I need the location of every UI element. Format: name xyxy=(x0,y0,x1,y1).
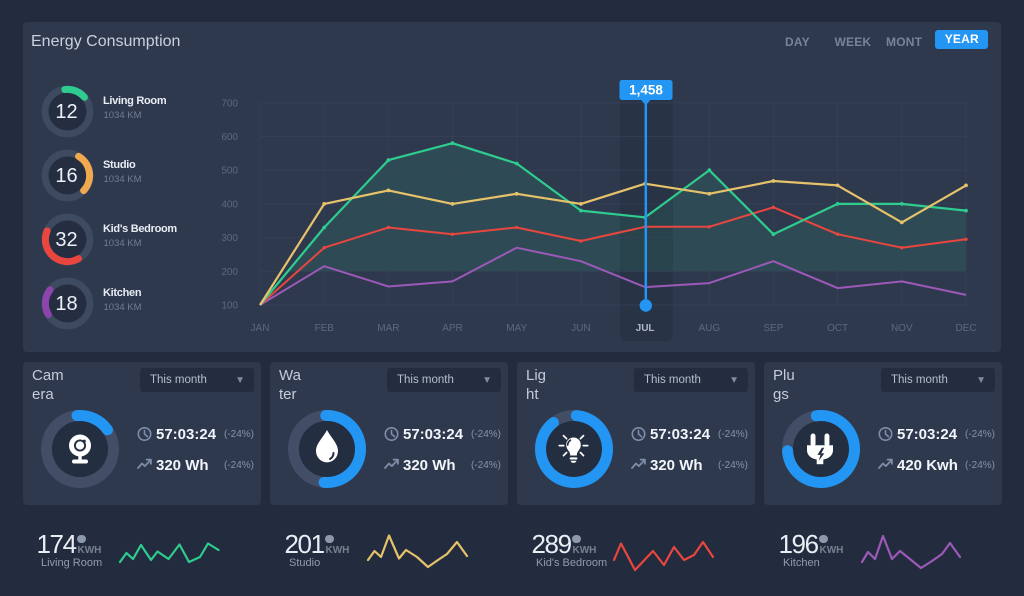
svg-text:200: 200 xyxy=(221,267,238,278)
svg-text:300: 300 xyxy=(221,233,238,244)
svg-text:OCT: OCT xyxy=(827,323,848,334)
svg-text:1,458: 1,458 xyxy=(629,83,663,98)
svg-text:AUG: AUG xyxy=(698,323,720,334)
svg-text:MAY: MAY xyxy=(506,323,527,334)
svg-text:NOV: NOV xyxy=(891,323,913,334)
svg-text:JUN: JUN xyxy=(571,323,590,334)
svg-text:100: 100 xyxy=(221,301,238,312)
svg-text:JAN: JAN xyxy=(251,323,270,334)
svg-text:600: 600 xyxy=(221,132,238,143)
svg-text:DEC: DEC xyxy=(955,323,976,334)
svg-text:FEB: FEB xyxy=(314,323,334,334)
svg-text:JUL: JUL xyxy=(636,323,655,334)
svg-text:500: 500 xyxy=(221,166,238,177)
svg-text:SEP: SEP xyxy=(763,323,783,334)
svg-text:400: 400 xyxy=(221,199,238,210)
svg-text:MAR: MAR xyxy=(377,323,399,334)
svg-text:700: 700 xyxy=(221,98,238,109)
svg-text:APR: APR xyxy=(442,323,463,334)
